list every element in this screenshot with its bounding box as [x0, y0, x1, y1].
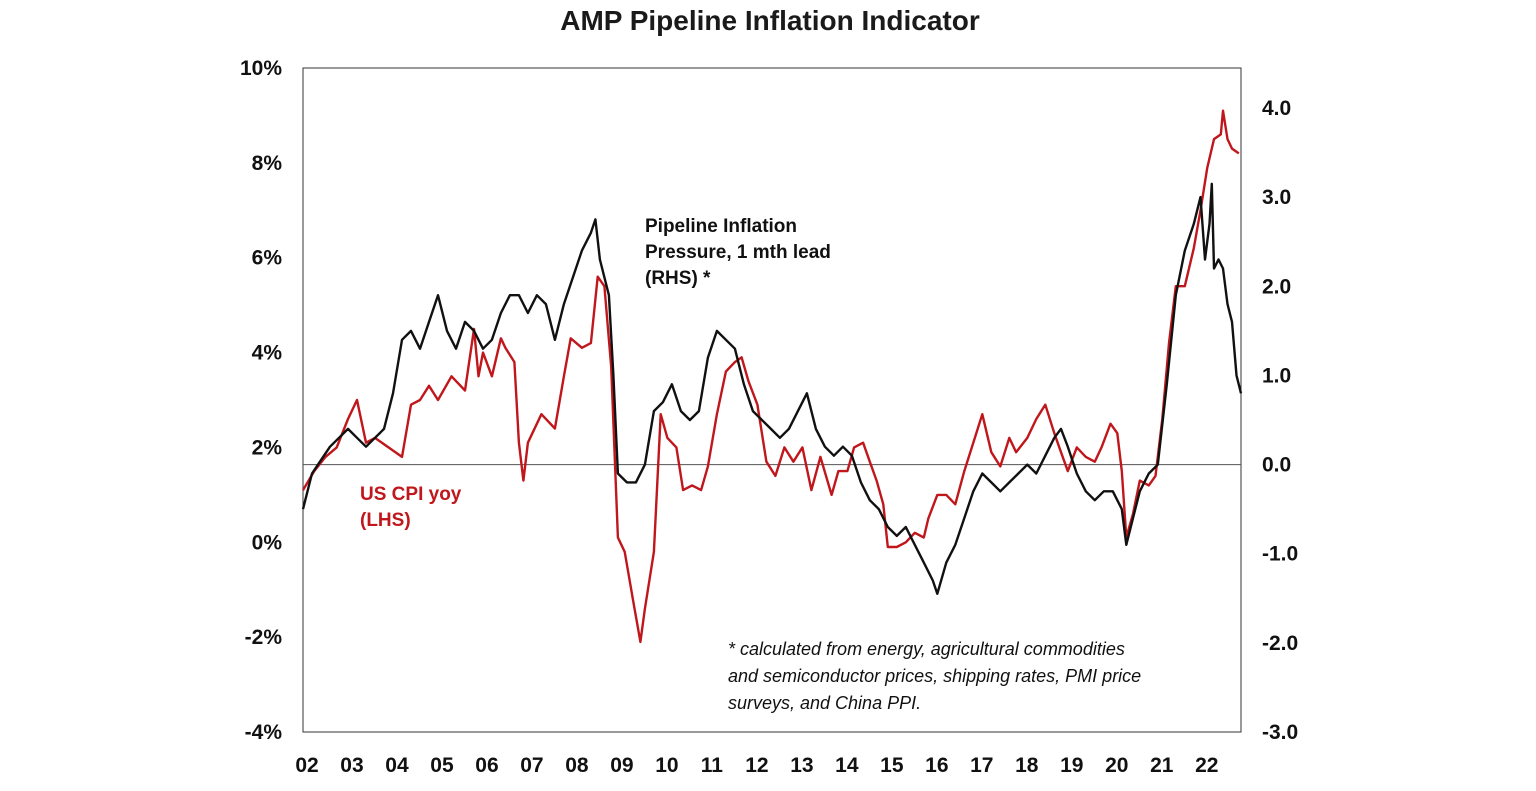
right-tick-label: -2.0: [1262, 632, 1298, 655]
x-tick-label: 14: [835, 754, 859, 777]
right-tick-label: -3.0: [1262, 721, 1298, 744]
x-axis-tick-labels: 02 03 04 05 06 07 08 09 10 11 12 13 14 15 16 17 18 19 20 21…: [295, 754, 1218, 777]
left-tick-label: -4%: [245, 721, 283, 744]
left-tick-label: 4%: [252, 342, 283, 365]
cpi-label-line-2: (LHS): [360, 510, 411, 531]
x-tick-label: 03: [340, 754, 363, 777]
pipeline-series-label: Pipeline Inflation Pressure, 1 mth lead …: [645, 216, 831, 289]
chart-title: AMP Pipeline Inflation Indicator: [560, 5, 980, 36]
x-tick-label: 05: [430, 754, 454, 777]
x-tick-label: 17: [970, 754, 993, 777]
right-axis-tick-labels: 4.0 3.0 2.0 1.0 0.0 -1.0 -2.0 -3.0: [1262, 97, 1298, 744]
x-tick-label: 16: [925, 754, 948, 777]
x-tick-label: 02: [295, 754, 318, 777]
x-tick-label: 19: [1060, 754, 1083, 777]
left-tick-label: 10%: [240, 57, 282, 80]
pipeline-label-line-1: Pipeline Inflation: [645, 216, 797, 237]
right-tick-label: 3.0: [1262, 186, 1291, 209]
x-tick-label: 21: [1150, 754, 1174, 777]
x-tick-label: 20: [1105, 754, 1128, 777]
cpi-label-line-1: US CPI yoy: [360, 484, 462, 505]
x-tick-label: 11: [701, 754, 724, 777]
left-axis-tick-labels: 10% 8% 6% 4% 2% 0% -2% -4%: [240, 57, 282, 744]
right-tick-label: -1.0: [1262, 543, 1298, 566]
x-tick-label: 15: [880, 754, 904, 777]
us-cpi-line: [301, 109, 1240, 644]
pipeline-label-line-2: Pressure, 1 mth lead: [645, 242, 831, 263]
footnote-line-3: surveys, and China PPI.: [728, 693, 921, 713]
cpi-series-label: US CPI yoy (LHS): [360, 484, 462, 531]
x-tick-label: 12: [745, 754, 768, 777]
x-tick-label: 07: [520, 754, 543, 777]
left-tick-label: 0%: [252, 531, 283, 554]
x-tick-label: 13: [790, 754, 813, 777]
pipeline-inflation-line: [301, 182, 1243, 595]
x-tick-label: 10: [655, 754, 678, 777]
right-tick-label: 1.0: [1262, 364, 1291, 387]
left-tick-label: 6%: [252, 247, 283, 270]
right-tick-label: 0.0: [1262, 454, 1291, 477]
footnote-line-1: * calculated from energy, agricultural c…: [728, 639, 1125, 659]
footnote: * calculated from energy, agricultural c…: [728, 639, 1141, 713]
x-tick-label: 06: [475, 754, 498, 777]
right-tick-label: 4.0: [1262, 97, 1291, 120]
x-tick-label: 22: [1195, 754, 1218, 777]
left-tick-label: 2%: [252, 436, 283, 459]
right-tick-label: 2.0: [1262, 275, 1291, 298]
x-tick-label: 04: [385, 754, 409, 777]
footnote-line-2: and semiconductor prices, shipping rates…: [728, 666, 1141, 686]
left-tick-label: 8%: [252, 152, 283, 175]
x-tick-label: 08: [565, 754, 589, 777]
left-tick-label: -2%: [245, 626, 283, 649]
x-tick-label: 18: [1015, 754, 1039, 777]
plot-frame: [302, 67, 1242, 733]
pipeline-label-line-3: (RHS) *: [645, 268, 711, 289]
x-tick-label: 09: [610, 754, 633, 777]
